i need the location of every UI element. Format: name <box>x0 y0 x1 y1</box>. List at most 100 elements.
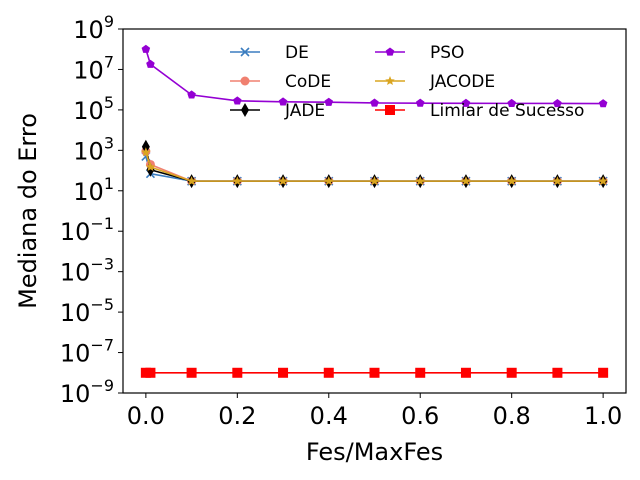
data-point-limiar-de-sucesso <box>598 367 609 378</box>
data-point-jacode <box>141 147 151 157</box>
x-axis: 0.0 0.2 0.4 0.6 0.8 1.0 <box>127 393 622 430</box>
x-tick-label: 1.0 <box>584 402 622 430</box>
data-point-limiar-de-sucesso <box>278 367 289 378</box>
y-tick-base: 10 <box>73 137 104 165</box>
legend-item-de: DE <box>230 43 309 63</box>
data-point-jade <box>141 139 150 154</box>
legend-marker-pso <box>385 47 395 56</box>
legend-label: JADE <box>284 101 325 121</box>
y-tick-label: 101 <box>73 174 114 206</box>
data-point-jacode <box>145 161 156 172</box>
x-tick-label: 0.2 <box>218 402 256 430</box>
series-jacode <box>141 147 608 186</box>
legend-marker-jacode <box>385 76 395 86</box>
data-point-jacode <box>232 176 243 186</box>
y-tick-label: 105 <box>73 93 114 125</box>
x-tick-label: 0.8 <box>493 402 531 430</box>
y-tick-base: 10 <box>60 218 91 246</box>
y-tick-exponent: 9 <box>104 12 114 31</box>
y-tick-exponent: 7 <box>104 52 114 71</box>
x-tick-label: 0.0 <box>127 402 165 430</box>
y-tick-exponent: 1 <box>104 174 114 193</box>
y-tick-base: 10 <box>60 299 91 327</box>
data-point-pso <box>507 98 516 108</box>
data-point-jacode <box>369 176 380 186</box>
y-tick-exponent: −9 <box>90 376 114 395</box>
x-tick-label: 0.4 <box>310 402 348 430</box>
data-point-pso <box>278 97 288 106</box>
y-tick-exponent: −3 <box>90 255 114 274</box>
y-tick-exponent: −1 <box>90 214 114 233</box>
y-tick-exponent: −5 <box>90 295 114 314</box>
legend-item-jacode: JACODE <box>375 72 495 92</box>
data-point-pso <box>553 98 562 108</box>
data-point-limiar-de-sucesso <box>552 367 563 378</box>
data-point-pso <box>415 98 425 107</box>
data-point-limiar-de-sucesso <box>232 367 243 378</box>
y-tick-exponent: −7 <box>90 336 114 355</box>
legend-label: JACODE <box>429 72 495 92</box>
y-tick-label: 103 <box>73 133 114 165</box>
data-point-pso <box>324 97 334 106</box>
y-tick-exponent: 5 <box>104 93 114 112</box>
series-layer <box>140 44 609 378</box>
data-point-pso <box>370 98 379 107</box>
data-point-jacode <box>598 176 608 186</box>
y-tick-base: 10 <box>60 340 91 368</box>
series-limiar-de-sucesso <box>140 367 609 378</box>
y-tick-base: 10 <box>73 178 104 206</box>
y-tick-base: 10 <box>73 16 104 44</box>
legend-item-jade: JADE <box>230 101 325 121</box>
legend-item-code: CoDE <box>230 72 331 92</box>
y-tick-base: 10 <box>60 259 91 287</box>
series-line-jacode <box>145 152 604 182</box>
data-point-jacode <box>506 176 517 186</box>
data-point-pso <box>141 44 151 53</box>
data-point-jacode <box>186 176 197 186</box>
y-tick-label: 10−7 <box>60 336 114 368</box>
legend-marker-code <box>240 76 250 86</box>
y-tick-base: 10 <box>73 97 104 125</box>
series-line-pso <box>145 48 604 105</box>
legend-label: Limiar de Sucesso <box>430 101 584 121</box>
series-pso <box>141 44 608 108</box>
data-point-limiar-de-sucesso <box>460 367 471 378</box>
y-tick-label: 10−3 <box>60 255 114 287</box>
data-point-limiar-de-sucesso <box>145 367 156 378</box>
legend-item-limiar-de-sucesso: Limiar de Sucesso <box>375 101 584 121</box>
data-point-pso <box>187 90 196 99</box>
data-point-jacode <box>552 176 563 186</box>
y-tick-exponent: 3 <box>104 133 114 152</box>
data-point-jacode <box>278 176 288 186</box>
legend-marker-de <box>240 47 250 57</box>
data-point-limiar-de-sucesso <box>369 367 380 378</box>
data-point-limiar-de-sucesso <box>186 367 197 378</box>
y-tick-label: 109 <box>73 12 114 44</box>
data-point-pso <box>233 96 242 105</box>
y-tick-base: 10 <box>60 380 91 408</box>
y-tick-label: 10−5 <box>60 295 114 327</box>
data-point-jacode <box>461 176 471 186</box>
y-tick-label: 107 <box>73 52 114 84</box>
data-point-pso <box>598 99 608 108</box>
legend-label: CoDE <box>285 72 331 92</box>
data-point-pso <box>461 98 471 107</box>
y-tick-label: 10−1 <box>60 214 114 246</box>
legend-item-pso: PSO <box>375 43 464 63</box>
data-point-limiar-de-sucesso <box>415 367 426 378</box>
legend-marker-limiar-de-sucesso <box>385 105 395 115</box>
plot-area <box>122 28 627 394</box>
data-point-limiar-de-sucesso <box>323 367 334 378</box>
data-point-limiar-de-sucesso <box>506 367 517 378</box>
legend-label: PSO <box>430 43 464 63</box>
y-tick-label: 10−9 <box>60 376 114 408</box>
legend-marker-jade <box>241 103 249 117</box>
data-point-jacode <box>324 176 334 186</box>
legend-label: DE <box>285 43 309 63</box>
data-point-jacode <box>415 176 425 186</box>
y-axis-label: Mediana do Erro <box>14 113 42 309</box>
x-axis-label: Fes/MaxFes <box>306 438 443 466</box>
y-tick-base: 10 <box>73 56 104 84</box>
